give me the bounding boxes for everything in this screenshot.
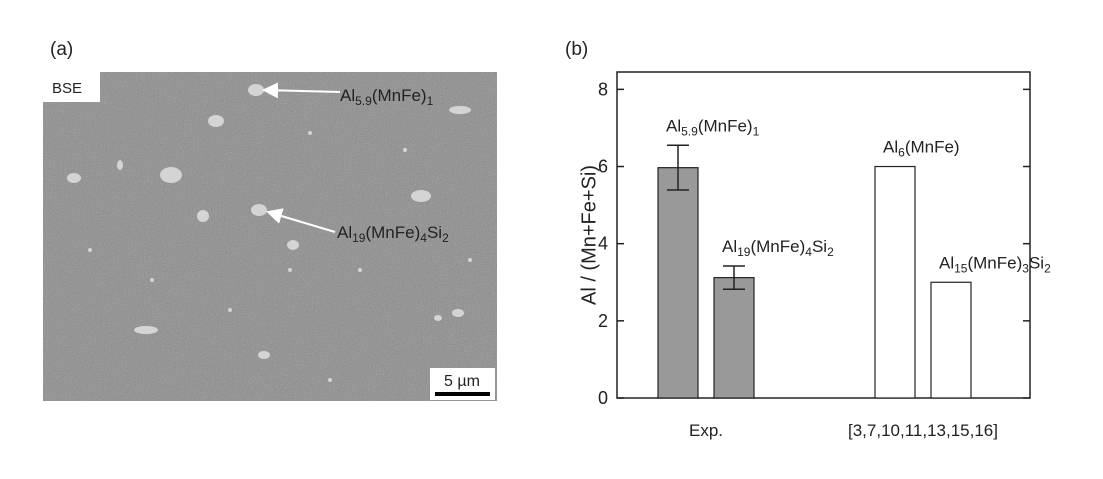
y-tick-label: 6: [598, 157, 608, 177]
panel-label: (b): [565, 39, 588, 60]
bar: [930, 281, 972, 399]
label-part: (MnFe): [698, 116, 753, 135]
label-part: (MnFe): [905, 138, 960, 157]
subscript: 3: [1022, 261, 1029, 275]
label-part: Al: [722, 237, 737, 256]
detector-label: BSE: [52, 80, 82, 97]
bar: [874, 165, 916, 399]
subscript: 2: [442, 231, 449, 245]
x-tick-label: Exp.: [689, 421, 723, 440]
bar-label: Al19(MnFe)4Si2: [722, 237, 834, 259]
subscript: 2: [827, 245, 834, 259]
bar: [657, 167, 699, 399]
bar-label: Al15(MnFe)3Si2: [939, 253, 1051, 275]
y-tick-label: 0: [598, 388, 608, 408]
bar-label: Al6(MnFe): [883, 138, 960, 160]
label-part: Si: [427, 223, 442, 242]
label-part: Si: [812, 237, 827, 256]
y-tick-label: 8: [598, 79, 608, 99]
subscript: 19: [737, 245, 751, 259]
label-part: Al: [666, 116, 681, 135]
plot-frame: [616, 71, 1031, 399]
subscript: 6: [898, 146, 905, 160]
scale-bar-label: 5 µm: [444, 373, 480, 390]
y-tick-label: 2: [598, 311, 608, 331]
label-part: Si: [1029, 253, 1044, 272]
label-part: (MnFe): [372, 86, 427, 105]
annotation: Al19(MnFe)4Si2: [337, 223, 449, 245]
subscript: 1: [753, 124, 760, 138]
subscript: 19: [352, 231, 366, 245]
error-bar: [723, 265, 745, 290]
x-tick-label: [3,7,10,11,13,15,16]: [848, 421, 998, 440]
subscript: 1: [427, 94, 434, 108]
subscript: 2: [1044, 261, 1051, 275]
bar-label: Al5.9(MnFe)1: [666, 116, 760, 138]
y-tick-label: 4: [598, 234, 608, 254]
label-part: Al: [939, 253, 954, 272]
annotation: Al5.9(MnFe)1: [340, 86, 434, 108]
label-part: Al: [883, 138, 898, 157]
subscript: 5.9: [355, 94, 372, 108]
label-part: (MnFe): [750, 237, 805, 256]
panel-label: (a): [50, 39, 73, 60]
subscript: 5.9: [681, 124, 698, 138]
label-part: (MnFe): [365, 223, 420, 242]
subscript: 4: [805, 245, 812, 259]
label-part: Al: [337, 223, 352, 242]
subscript: 15: [954, 261, 968, 275]
label-part: (MnFe): [967, 253, 1022, 272]
y-axis-label: Al / (Mn+Fe+Si): [578, 165, 600, 305]
subscript: 4: [420, 231, 427, 245]
error-bar: [667, 144, 689, 191]
label-part: Al: [340, 86, 355, 105]
micrograph: [43, 72, 497, 401]
bar: [713, 277, 755, 399]
